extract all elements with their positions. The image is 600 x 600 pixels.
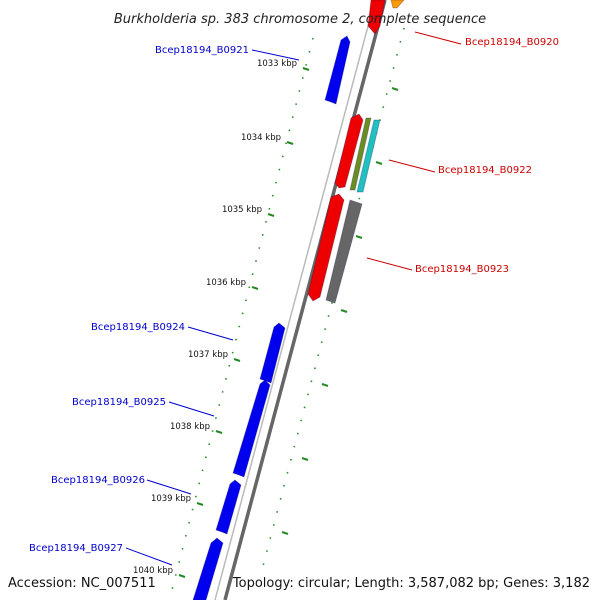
gene-label-bcep18194_b0925[interactable]: Bcep18194_B0925 [72, 397, 166, 408]
scale-tick [267, 213, 275, 217]
scale-tick-label: 1040 kbp [133, 566, 173, 576]
gene-label-bcep18194_b0924[interactable]: Bcep18194_B0924 [91, 322, 185, 333]
map-tracks [171, 0, 405, 600]
scale-tick [178, 574, 186, 578]
gene-shape-reverse[interactable] [307, 193, 345, 302]
gene-leader-line [414, 31, 462, 45]
scale-tick-label: 1036 kbp [206, 278, 246, 288]
gene-leader-lines [125, 31, 462, 566]
gene-leader-line [251, 49, 300, 61]
scale-tick-label: 1037 kbp [188, 350, 228, 360]
track-dash [301, 456, 309, 462]
gene-shape-forward[interactable] [215, 479, 242, 535]
track-dash [281, 530, 289, 536]
gene-shape-forward[interactable] [192, 537, 224, 600]
scale-tick-label: 1038 kbp [170, 422, 210, 432]
gene-labels: Bcep18194_B0921 Bcep18194_B0924 Bcep18194_… [29, 37, 559, 554]
gene-leader-line [146, 479, 192, 495]
gene-label-bcep18194_b0927[interactable]: Bcep18194_B0927 [29, 543, 123, 554]
gene-label-bcep18194_b0923[interactable]: Bcep18194_B0923 [415, 264, 509, 275]
gene-shape-reverse[interactable] [367, 0, 386, 35]
gene-leader-line [125, 547, 173, 566]
accession-label: Accession: NC_007511 [8, 576, 156, 591]
track-dash [321, 382, 329, 388]
gene-shape-reverse-orange[interactable] [390, 0, 405, 9]
scale-tick [302, 67, 310, 71]
topology-summary: Topology: circular; Length: 3,587,082 bp… [232, 576, 590, 591]
outer-track-dashes [281, 86, 399, 536]
gene-leader-line [388, 159, 436, 173]
scale-tick [196, 502, 204, 506]
scale-tick [215, 430, 223, 434]
gene-label-bcep18194_b0922[interactable]: Bcep18194_B0922 [438, 165, 532, 176]
scale-tick [251, 286, 259, 290]
gene-shape-forward[interactable] [232, 379, 271, 478]
scale-tick-label: 1034 kbp [241, 133, 281, 143]
track-dash [391, 86, 399, 92]
gene-shape-reverse[interactable] [334, 113, 364, 189]
track-dash [375, 160, 383, 166]
map-title: Burkholderia sp. 383 chromosome 2, compl… [114, 12, 486, 27]
gene-leader-line [366, 257, 413, 271]
gene-shapes [192, 0, 405, 600]
gene-shape-forward[interactable] [259, 322, 286, 384]
inner-dotted-track [171, 37, 314, 591]
scale-tick-label: 1035 kbp [222, 205, 262, 215]
gene-shape-forward[interactable] [324, 35, 351, 105]
scale-tick [233, 358, 241, 362]
scale-tick-label: 1033 kbp [257, 59, 297, 69]
gene-leader-line [168, 401, 215, 417]
gene-leader-line [187, 326, 234, 341]
track-dash [355, 234, 363, 240]
gene-shape-feature[interactable] [349, 117, 372, 191]
scale-tick [286, 141, 294, 145]
scale-tick-label: 1039 kbp [151, 494, 191, 504]
scale-ticks: 1033 kbp 1034 kbp 1035 kbp 1036 kbp 1037 kbp… [133, 59, 310, 578]
track-dash [340, 308, 348, 314]
gene-label-bcep18194_b0921[interactable]: Bcep18194_B0921 [155, 45, 249, 56]
genome-backbone [223, 0, 387, 600]
genome-backbone-inner [214, 0, 376, 600]
gene-label-bcep18194_b0926[interactable]: Bcep18194_B0926 [51, 475, 145, 486]
gene-label-bcep18194_b0920[interactable]: Bcep18194_B0920 [465, 37, 559, 48]
gene-shape-pseudo[interactable] [325, 199, 363, 304]
gene-shape-feature[interactable] [356, 119, 381, 193]
